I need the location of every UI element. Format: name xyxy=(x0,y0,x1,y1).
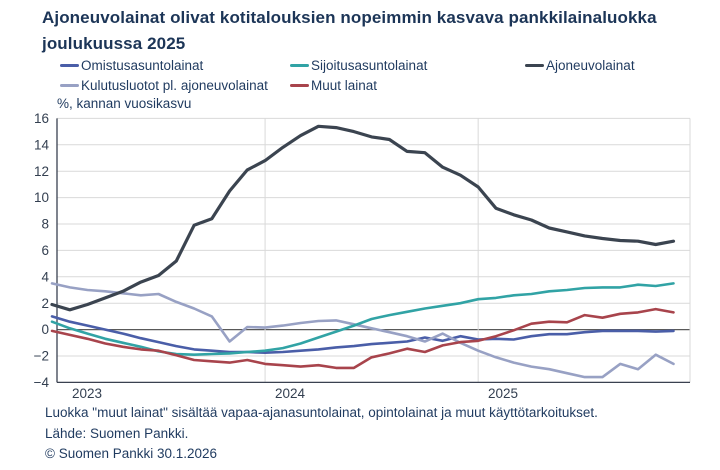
y-axis-unit-label: %, kannan vuosikasvu xyxy=(57,96,192,111)
footer: Luokka "muut lainat" sisältää vapaa-ajan… xyxy=(45,403,598,465)
legend-item-muut-lainat: Muut lainat xyxy=(290,78,377,94)
series-line-muut-lainat xyxy=(50,307,675,370)
chart-title: Ajoneuvolainat olivat kotitalouksien nop… xyxy=(42,8,657,53)
y-tick-label: −4 xyxy=(34,375,50,390)
source-line: Lähde: Suomen Pankki. xyxy=(45,425,189,441)
x-tick-label: 2023 xyxy=(72,386,102,401)
line-chart: −4 −2 0 2 4 6 8 10 12 14 16 2023 2024 2025 xyxy=(34,111,691,401)
legend-swatch-omistusasuntolainat xyxy=(60,63,79,67)
copyright-line: © Suomen Pankki 30.1.2026 xyxy=(45,446,218,461)
y-tick-label: 8 xyxy=(41,217,49,232)
legend-swatch-kulutusluotot xyxy=(60,83,79,87)
legend-swatch-ajoneuvolainat xyxy=(525,63,544,67)
legend-item-kulutusluotot: Kulutusluotot pl. ajoneuvolainat xyxy=(60,78,268,94)
y-tick-label: 6 xyxy=(41,243,49,258)
y-tick-label: 2 xyxy=(41,296,49,311)
y-tick-label: 10 xyxy=(34,190,49,205)
y-tick-label: 4 xyxy=(41,269,49,284)
legend-label: Muut lainat xyxy=(311,78,378,93)
legend-label: Ajoneuvolainat xyxy=(546,58,635,73)
chart-area: −4 −2 0 2 4 6 8 10 12 14 16 2023 2024 2025 xyxy=(30,108,705,408)
x-tick-label: 2024 xyxy=(275,386,306,401)
y-tick-label: 16 xyxy=(34,111,49,126)
legend-item-ajoneuvolainat: Ajoneuvolainat xyxy=(525,58,635,74)
legend-item-sijoitusasuntolainat: Sijoitusasuntolainat xyxy=(290,58,427,74)
y-tick-label: 14 xyxy=(34,137,50,152)
series-line-omistusasuntolainat xyxy=(50,315,675,354)
series-line-ajoneuvolainat xyxy=(50,124,676,312)
x-tick-label: 2025 xyxy=(488,386,518,401)
legend-label: Omistusasuntolainat xyxy=(81,58,204,73)
y-tick-label: −2 xyxy=(34,349,49,364)
legend-swatch-sijoitusasuntolainat xyxy=(290,63,309,67)
legend-label: Sijoitusasuntolainat xyxy=(311,58,428,73)
y-tick-label: 0 xyxy=(41,322,49,337)
series-line-kulutusluotot-pl-ajoneuvolainat xyxy=(50,282,675,379)
legend-swatch-muut-lainat xyxy=(290,83,309,87)
footnote: Luokka "muut lainat" sisältää vapaa-ajan… xyxy=(45,405,598,420)
y-tick-label: 12 xyxy=(34,164,49,179)
legend-item-omistusasuntolainat: Omistusasuntolainat xyxy=(60,58,203,74)
legend-label: Kulutusluotot pl. ajoneuvolainat xyxy=(81,78,268,93)
